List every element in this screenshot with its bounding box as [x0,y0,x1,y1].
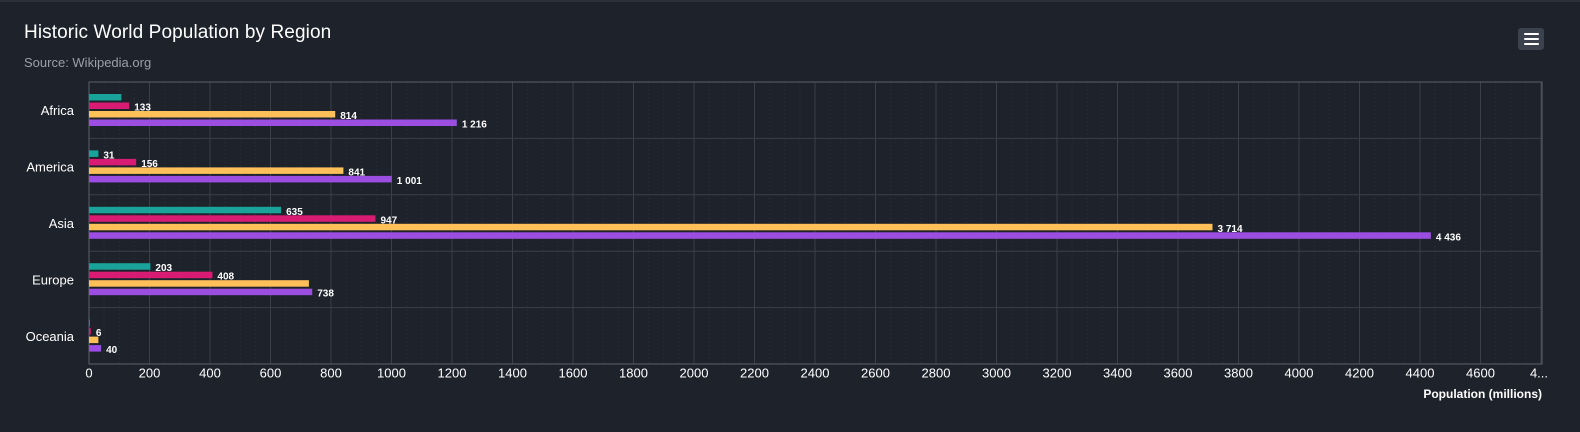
category-label: Oceania [26,329,75,344]
bar[interactable] [89,345,102,352]
x-tick-label: 800 [320,366,342,381]
x-tick-label: 1000 [377,366,406,381]
bar[interactable] [89,232,1431,239]
category-label: America [26,160,74,175]
category-label: Africa [41,103,75,118]
x-tick-label: 3600 [1164,366,1193,381]
x-tick-label: 3200 [1043,366,1072,381]
bar[interactable] [89,167,344,174]
data-label: 133 [134,103,151,114]
menu-line [1523,43,1539,45]
bar[interactable] [89,158,137,166]
chart-title: Historic World Population by Region [24,22,332,43]
bar[interactable] [89,328,91,335]
x-tick-label: 4400 [1406,366,1435,381]
hamburger-menu-icon[interactable] [1518,28,1544,50]
top-border [0,0,1580,2]
data-label: 40 [106,345,118,356]
data-label: 408 [217,272,234,283]
x-tick-label: 3000 [982,366,1011,381]
data-label: 814 [340,111,357,122]
bar[interactable] [89,215,376,222]
menu-line [1523,38,1539,40]
x-tick-label: 4200 [1345,366,1374,381]
bar[interactable] [89,336,99,344]
data-label: 947 [380,215,397,226]
bar[interactable] [89,280,309,287]
data-label: 31 [103,150,115,161]
x-tick-label: 600 [260,366,282,381]
category-label: Asia [49,216,75,231]
bar[interactable] [89,271,213,279]
bar[interactable] [89,111,336,118]
x-tick-label: 3400 [1103,366,1132,381]
menu-line [1523,33,1539,35]
plot-border [88,81,1543,365]
bar[interactable] [89,288,313,296]
bar[interactable] [89,102,130,110]
data-label: 1 216 [462,120,487,131]
x-tick-label: 200 [139,366,161,381]
x-axis-title: Population (millions) [1423,387,1542,401]
x-tick-label: 1600 [559,366,588,381]
x-tick-label: 3800 [1224,366,1253,381]
data-label: 635 [286,207,303,218]
bar[interactable] [89,223,1213,231]
data-label: 1 001 [397,176,422,187]
bar[interactable] [89,319,90,327]
category-label: Europe [32,272,74,287]
data-label: 203 [155,263,172,274]
x-tick-label: 1200 [438,366,467,381]
bar[interactable] [89,150,99,157]
x-tick-label: 1400 [498,366,527,381]
chart-subtitle: Source: Wikipedia.org [24,55,152,70]
x-tick-label: 1800 [619,366,648,381]
data-label: 4 436 [1436,232,1461,243]
x-tick-label: 2000 [680,366,709,381]
data-label: 738 [317,289,334,300]
bar[interactable] [89,206,282,214]
x-tick-label: 2800 [922,366,951,381]
data-label: 841 [348,167,365,178]
bar[interactable] [89,94,122,101]
x-tick-label: 2400 [801,366,830,381]
bar[interactable] [89,175,392,183]
bar[interactable] [89,119,457,127]
x-tick-label: 4... [1530,366,1548,381]
x-tick-label: 400 [199,366,221,381]
x-tick-label: 4000 [1285,366,1314,381]
bar[interactable] [89,263,151,270]
x-tick-label: 0 [85,366,92,381]
data-label: 6 [96,328,102,339]
data-label: 3 714 [1217,224,1242,235]
x-tick-label: 4600 [1466,366,1495,381]
data-label: 156 [141,159,158,170]
x-tick-label: 2600 [861,366,890,381]
x-tick-label: 2200 [740,366,769,381]
